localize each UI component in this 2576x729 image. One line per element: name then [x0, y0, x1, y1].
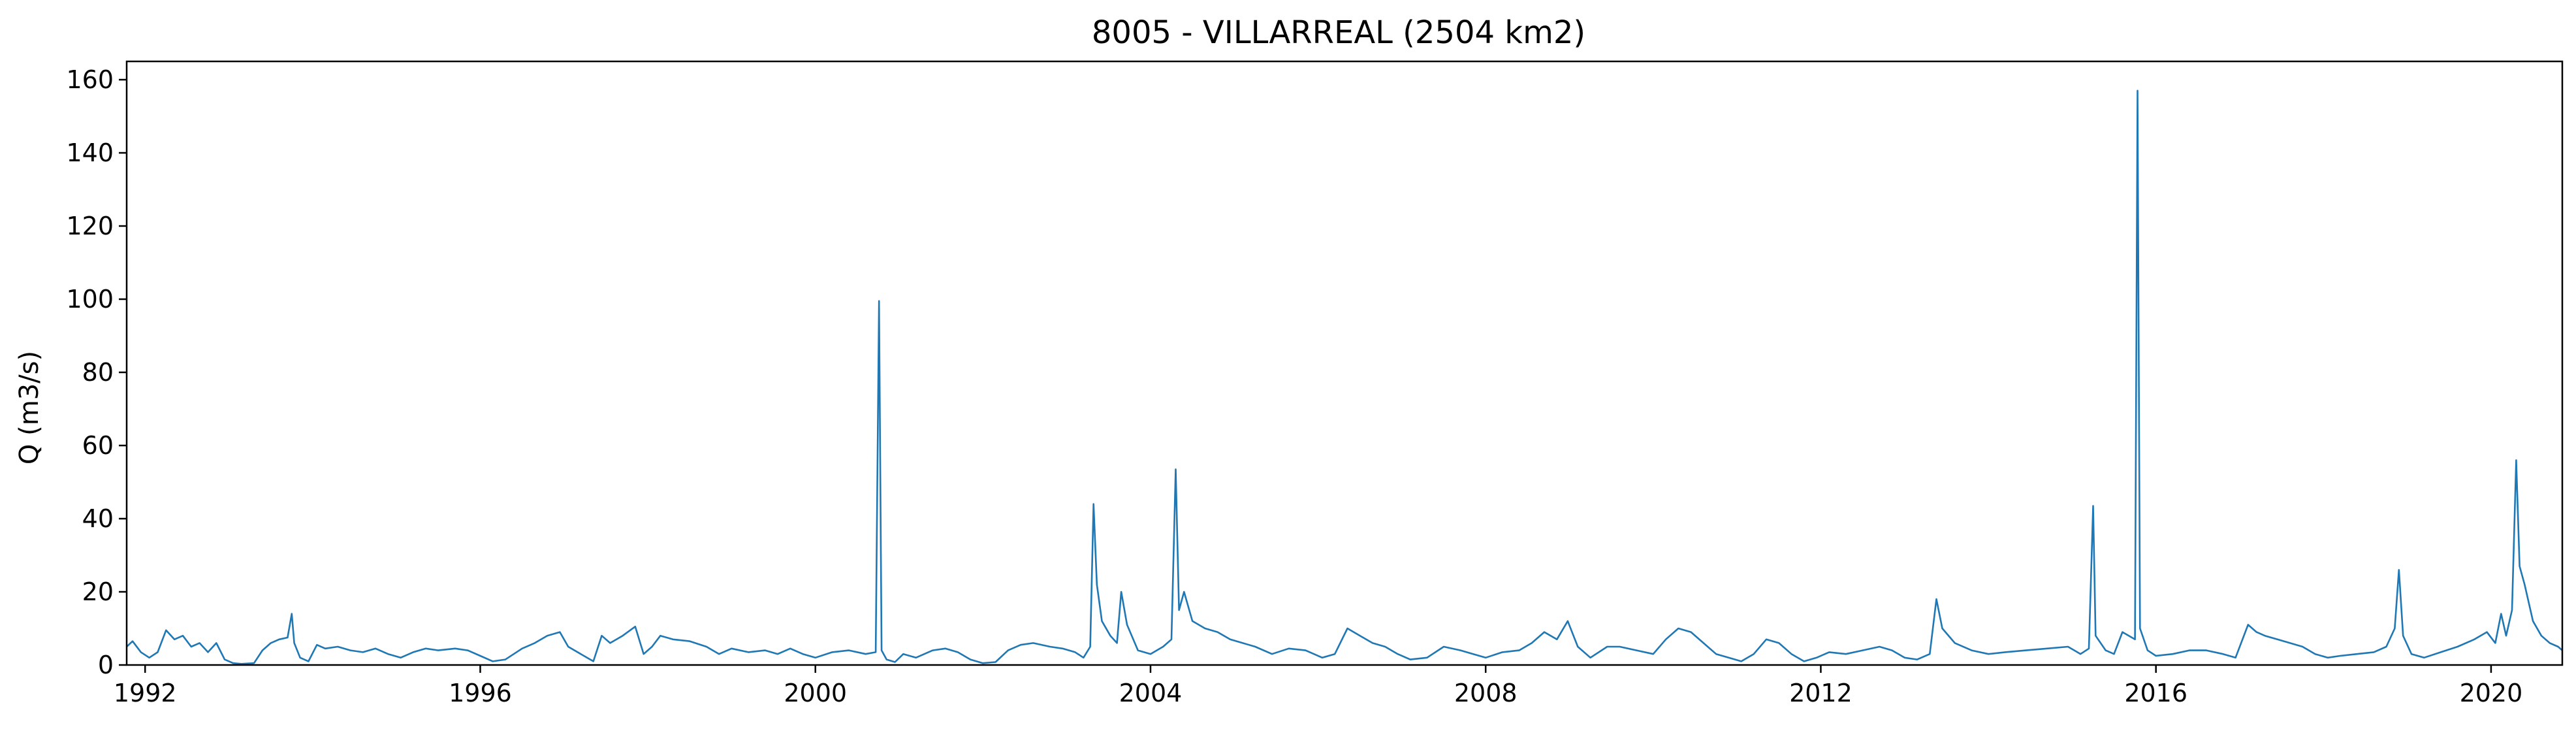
y-tick-label: 140 — [66, 138, 114, 167]
y-tick-label: 20 — [82, 577, 114, 606]
y-tick-label: 80 — [82, 358, 114, 387]
x-tick-label: 2008 — [1454, 679, 1518, 707]
y-tick-label: 60 — [82, 431, 114, 460]
x-tick-label: 2020 — [2460, 679, 2523, 707]
plot-frame — [125, 60, 2564, 666]
plot-area — [127, 89, 2562, 665]
y-tick-label: 120 — [66, 212, 114, 240]
x-tick-label: 2012 — [1789, 679, 1852, 707]
axes: 0 20 40 60 80 100 120 140 160 1992 1996 2000 2004 200… — [66, 60, 2564, 707]
x-tick-label: 2016 — [2124, 679, 2187, 707]
series-line-0 — [127, 89, 2562, 665]
x-tick-label: 1992 — [114, 679, 177, 707]
x-tick-label: 1996 — [449, 679, 512, 707]
x-tick-label: 2000 — [784, 679, 847, 707]
y-axis-label: Q (m3/s) — [14, 351, 44, 464]
y-tick-label: 100 — [66, 285, 114, 314]
chart-title: 8005 - VILLARREAL (2504 km2) — [1092, 14, 1585, 51]
y-tick-label: 160 — [66, 65, 114, 94]
y-tick-label: 40 — [82, 504, 114, 533]
y-tick-label: 0 — [98, 651, 114, 679]
x-tick-label: 2004 — [1119, 679, 1183, 707]
